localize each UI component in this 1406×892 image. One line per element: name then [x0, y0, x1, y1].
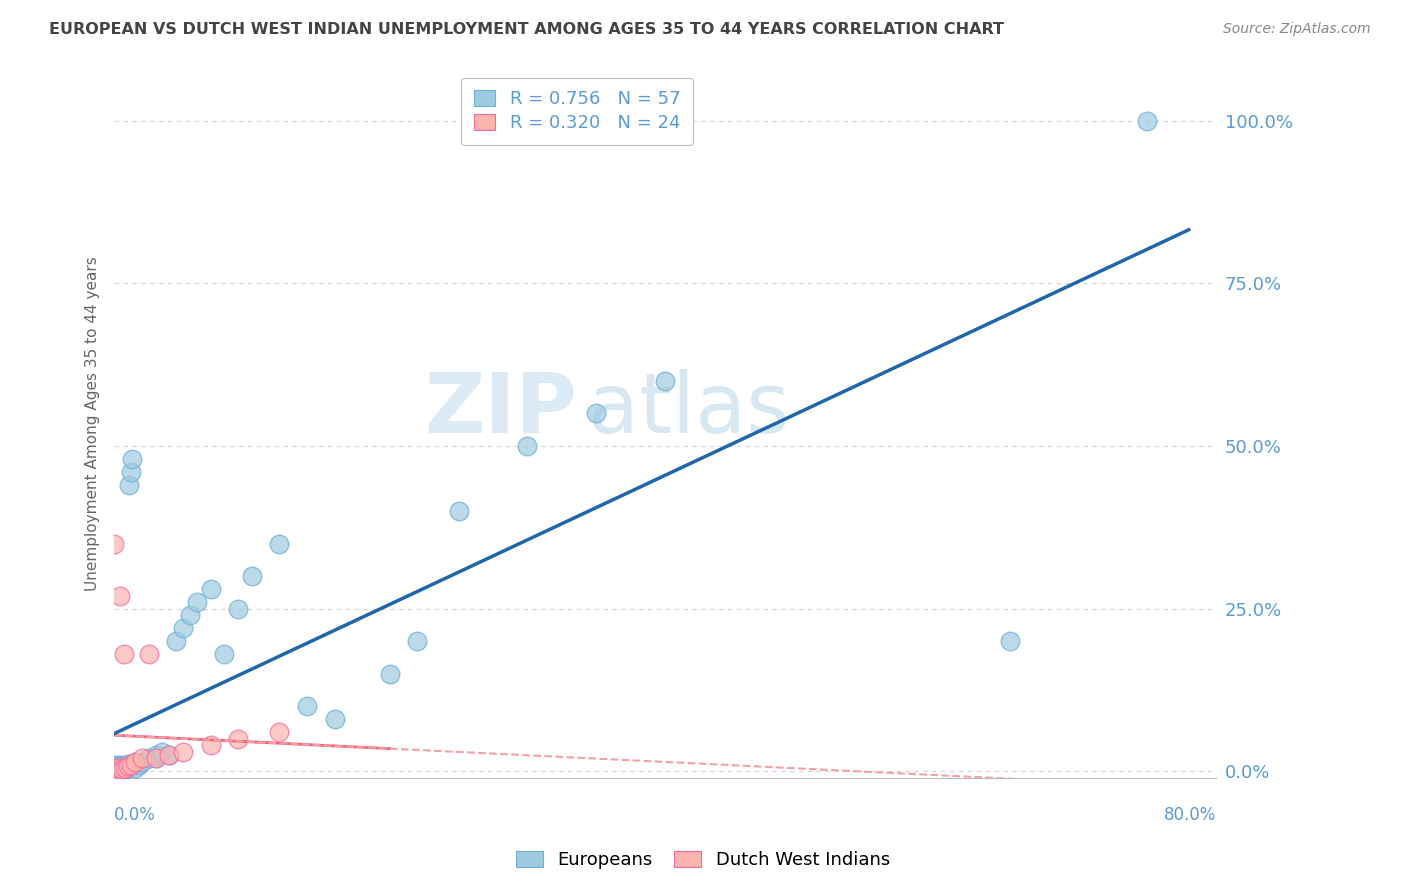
Point	[138, 751, 160, 765]
Point	[124, 761, 146, 775]
Point	[124, 755, 146, 769]
Point	[103, 537, 125, 551]
Point	[447, 504, 470, 518]
Point	[105, 759, 128, 773]
Point	[103, 763, 125, 777]
Point	[115, 758, 138, 772]
Point	[103, 764, 125, 779]
Point	[121, 452, 143, 467]
Point	[516, 439, 538, 453]
Point	[240, 569, 263, 583]
Point	[108, 589, 131, 603]
Point	[103, 761, 125, 775]
Point	[111, 758, 134, 772]
Point	[107, 763, 129, 777]
Point	[131, 755, 153, 769]
Point	[145, 751, 167, 765]
Point	[103, 764, 125, 779]
Point	[103, 761, 125, 775]
Point	[104, 764, 127, 779]
Point	[103, 764, 125, 779]
Point	[157, 748, 180, 763]
Point	[120, 758, 142, 772]
Point	[172, 745, 194, 759]
Point	[108, 761, 131, 775]
Point	[105, 763, 128, 777]
Point	[378, 666, 401, 681]
Point	[124, 755, 146, 769]
Point	[112, 763, 135, 777]
Point	[165, 634, 187, 648]
Point	[200, 739, 222, 753]
Point	[110, 764, 132, 779]
Legend: R = 0.756   N = 57, R = 0.320   N = 24: R = 0.756 N = 57, R = 0.320 N = 24	[461, 78, 693, 145]
Point	[114, 761, 136, 775]
Point	[585, 407, 607, 421]
Point	[117, 756, 139, 771]
Point	[117, 761, 139, 775]
Text: ZIP: ZIP	[425, 368, 576, 450]
Point	[114, 761, 136, 775]
Point	[103, 758, 125, 772]
Legend: Europeans, Dutch West Indians: Europeans, Dutch West Indians	[506, 842, 900, 879]
Point	[103, 764, 125, 779]
Point	[108, 763, 131, 777]
Point	[112, 648, 135, 662]
Point	[406, 634, 429, 648]
Point	[131, 751, 153, 765]
Point	[157, 748, 180, 763]
Point	[120, 465, 142, 479]
Point	[103, 764, 125, 779]
Point	[654, 374, 676, 388]
Point	[152, 745, 174, 759]
Point	[110, 761, 132, 775]
Point	[145, 748, 167, 763]
Text: Source: ZipAtlas.com: Source: ZipAtlas.com	[1223, 22, 1371, 37]
Point	[107, 761, 129, 775]
Point	[269, 725, 291, 739]
Point	[1136, 113, 1159, 128]
Text: atlas: atlas	[588, 368, 790, 450]
Point	[103, 760, 125, 774]
Point	[323, 713, 346, 727]
Point	[295, 699, 318, 714]
Point	[104, 761, 127, 775]
Point	[214, 648, 236, 662]
Point	[107, 758, 129, 772]
Point	[128, 758, 150, 772]
Text: EUROPEAN VS DUTCH WEST INDIAN UNEMPLOYMENT AMONG AGES 35 TO 44 YEARS CORRELATION: EUROPEAN VS DUTCH WEST INDIAN UNEMPLOYME…	[49, 22, 1004, 37]
Point	[118, 478, 141, 492]
Point	[145, 751, 167, 765]
Point	[105, 763, 128, 777]
Point	[226, 731, 249, 746]
Point	[103, 763, 125, 777]
Point	[226, 601, 249, 615]
Point	[998, 634, 1021, 648]
Text: 80.0%: 80.0%	[1164, 806, 1216, 824]
Point	[172, 621, 194, 635]
Point	[111, 762, 134, 776]
Point	[269, 537, 291, 551]
Point	[186, 595, 208, 609]
Point	[112, 759, 135, 773]
Y-axis label: Unemployment Among Ages 35 to 44 years: Unemployment Among Ages 35 to 44 years	[86, 256, 100, 591]
Point	[179, 608, 201, 623]
Point	[104, 764, 127, 779]
Point	[103, 763, 125, 777]
Point	[200, 582, 222, 597]
Point	[110, 763, 132, 777]
Text: 0.0%: 0.0%	[114, 806, 156, 824]
Point	[138, 648, 160, 662]
Point	[117, 759, 139, 773]
Point	[111, 762, 134, 776]
